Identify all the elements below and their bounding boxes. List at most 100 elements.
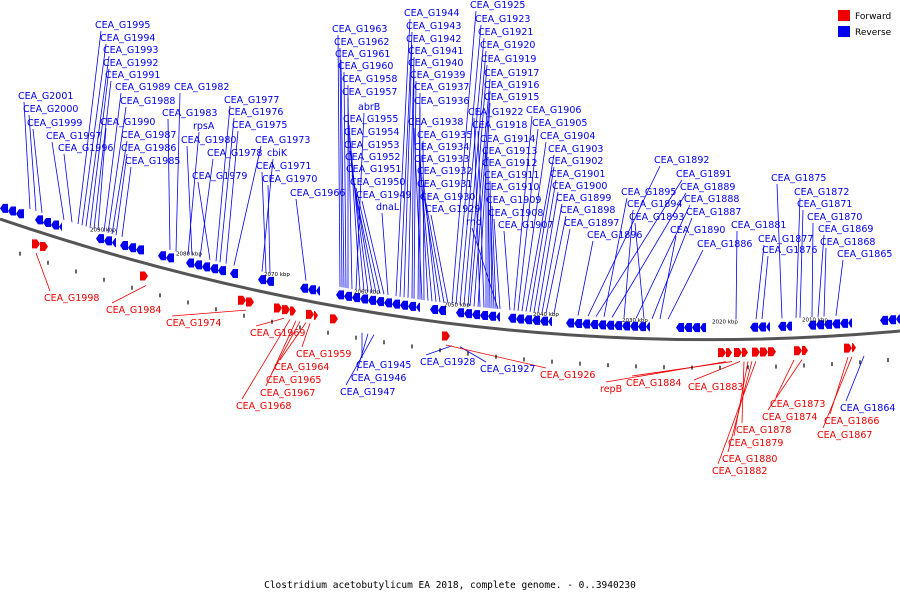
gene-arrow bbox=[786, 321, 792, 331]
gene-leader-line bbox=[776, 183, 783, 319]
reverse-gene-label: CEA_G1970 bbox=[262, 174, 317, 185]
gene-arrow bbox=[258, 275, 266, 285]
forward-gene-label: CEA_G1927 bbox=[480, 364, 535, 375]
gene-arrow bbox=[622, 321, 630, 331]
reverse-gene-label: rpsA bbox=[193, 121, 215, 132]
reverse-gene-label: CEA_G1913 bbox=[482, 146, 537, 157]
gene-leader-line bbox=[355, 112, 365, 290]
gene-arrow bbox=[496, 312, 500, 322]
forward-gene-label: CEA_G1968 bbox=[236, 401, 291, 412]
gene-leader-line bbox=[529, 166, 555, 312]
reverse-gene-label: CEA_G1941 bbox=[408, 46, 463, 57]
gene-arrow bbox=[742, 347, 748, 357]
gene-leader-line bbox=[111, 285, 147, 304]
gene-leader-line bbox=[425, 345, 453, 356]
forward-gene-label: CEA_G1965 bbox=[266, 375, 321, 386]
reverse-gene-label: CEA_G1940 bbox=[408, 58, 463, 69]
gene-arrow bbox=[282, 305, 290, 315]
gene-leader-line bbox=[175, 92, 181, 252]
gene-leader-line bbox=[350, 162, 373, 293]
reverse-gene-label: CEA_G1992 bbox=[103, 58, 158, 69]
reverse-gene-label: CEA_G1977 bbox=[224, 95, 279, 106]
reverse-gene-label: CEA_G2001 bbox=[18, 91, 73, 102]
gene-arrow bbox=[574, 319, 582, 329]
gene-arrow bbox=[758, 322, 766, 332]
gene-leader-line bbox=[403, 44, 413, 298]
gene-arrow bbox=[128, 243, 136, 253]
gene-leader-line bbox=[339, 47, 343, 288]
gene-arrow bbox=[314, 311, 318, 321]
forward-gene-label: CEA_G1880 bbox=[722, 454, 777, 465]
reverse-gene-label: CEA_G2000 bbox=[23, 104, 78, 115]
reverse-gene-label: CEA_G1999 bbox=[27, 118, 82, 129]
gene-leader-line bbox=[603, 197, 628, 318]
gene-arrow bbox=[430, 304, 438, 314]
position-tick-label: 2010 kbp bbox=[802, 318, 828, 324]
reverse-gene-label: CEA_G1930 bbox=[420, 192, 475, 203]
gene-leader-line bbox=[811, 222, 814, 318]
reverse-gene-label: abrB bbox=[358, 102, 380, 113]
reverse-gene-label: CEA_G1971 bbox=[256, 161, 311, 172]
reverse-gene-label: CEA_G1994 bbox=[100, 33, 155, 44]
gene-leader-line bbox=[545, 215, 567, 314]
gene-leader-line bbox=[517, 128, 539, 311]
gene-leader-line bbox=[533, 179, 557, 313]
gene-leader-line bbox=[822, 356, 853, 429]
position-tick-label: 2040 kbp bbox=[533, 312, 559, 318]
gene-leader-line bbox=[667, 249, 704, 320]
gene-arrow bbox=[508, 313, 516, 323]
gene-leader-line bbox=[817, 234, 825, 317]
gene-arrow bbox=[816, 320, 824, 330]
reverse-gene-label: CEA_G1953 bbox=[344, 140, 399, 151]
gene-leader-line bbox=[473, 117, 481, 308]
reverse-gene-label: CEA_G1900 bbox=[552, 181, 607, 192]
reverse-gene-label: CEA_G1990 bbox=[100, 117, 155, 128]
gene-leader-line bbox=[199, 158, 214, 258]
gene-arrow bbox=[43, 217, 51, 227]
gene-arrow bbox=[880, 315, 888, 325]
gene-leader-line bbox=[35, 252, 51, 292]
figure-caption: Clostridium acetobutylicum EA 2018, comp… bbox=[264, 580, 636, 591]
reverse-gene-label: CEA_G1991 bbox=[105, 70, 160, 81]
gene-leader-line bbox=[473, 90, 491, 307]
gene-arrow bbox=[384, 298, 392, 308]
gene-arrow bbox=[760, 347, 768, 357]
legend: Forward Reverse bbox=[838, 10, 892, 38]
position-tick-label: 2070 kbp bbox=[264, 272, 290, 278]
gene-arrow bbox=[488, 311, 496, 321]
gene-arrow bbox=[750, 322, 758, 332]
gene-arrow bbox=[316, 286, 320, 296]
gene-arrow bbox=[290, 306, 296, 316]
gene-arrows bbox=[0, 203, 900, 358]
reverse-gene-label: CEA_G1921 bbox=[478, 27, 533, 38]
gene-leader-line bbox=[587, 165, 661, 317]
gene-leader-line bbox=[755, 244, 765, 320]
gene-arrow bbox=[646, 322, 650, 332]
gene-leader-line bbox=[651, 217, 693, 320]
gene-leader-line bbox=[115, 153, 128, 236]
reverse-gene-label: CEA_G1888 bbox=[684, 194, 739, 205]
reverse-gene-label: CEA_G1920 bbox=[480, 40, 535, 51]
reverse-gene-label: CEA_G1903 bbox=[548, 144, 603, 155]
gene-arrow bbox=[472, 310, 480, 320]
reverse-gene-label: CEA_G1915 bbox=[484, 92, 539, 103]
gene-leader-line bbox=[489, 192, 495, 309]
gene-leader-line bbox=[471, 227, 499, 310]
legend-forward-label: Forward bbox=[855, 12, 891, 22]
gene-leader-line bbox=[407, 56, 415, 298]
gene-leader-line bbox=[775, 359, 795, 398]
gene-leader-line bbox=[356, 333, 369, 372]
gene-leader-line bbox=[103, 92, 122, 232]
gene-arrow bbox=[368, 295, 376, 305]
gene-leader-line bbox=[799, 209, 804, 318]
reverse-gene-label: CEA_G1914 bbox=[480, 134, 535, 145]
reverse-gene-label: CEA_G1997 bbox=[46, 131, 101, 142]
gene-leader-line bbox=[595, 179, 683, 317]
gene-leader-line bbox=[553, 228, 571, 314]
gene-arrow bbox=[330, 314, 338, 324]
gene-arrow bbox=[96, 234, 104, 244]
gene-leader-line bbox=[477, 102, 491, 307]
gene-leader-line bbox=[541, 203, 563, 313]
gene-arrow bbox=[300, 283, 308, 293]
